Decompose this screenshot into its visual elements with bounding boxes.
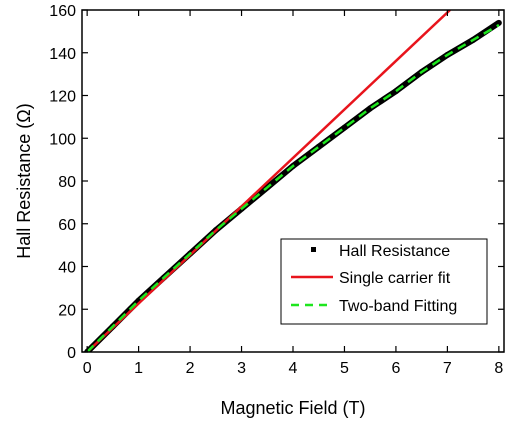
x-tick-label: 2 [186,360,195,377]
y-tick-label: 160 [49,3,76,20]
series-line-1 [86,10,451,352]
y-tick-label: 20 [58,302,76,319]
x-tick-label: 4 [289,360,298,377]
x-tick-label: 8 [494,360,503,377]
series-layer [84,10,502,352]
x-tick-label: 6 [391,360,400,377]
y-tick-label: 100 [49,131,76,148]
series-line-2 [86,23,500,352]
data-point [341,124,348,131]
y-tick-label: 120 [49,89,76,106]
legend-label-single-carrier: Single carrier fit [339,270,451,287]
legend-box [280,238,488,325]
legend-label-hall-resistance: Hall Resistance [339,243,450,260]
y-tick-label: 80 [58,174,76,191]
x-tick-label: 1 [134,360,143,377]
y-tick-label: 60 [58,217,76,234]
legend-label-two-band: Two-band Fitting [339,298,457,315]
y-tick-label: 140 [49,46,76,63]
y-axis-title: Hall Resistance (Ω) [14,103,34,259]
legend-swatch-hall-resistance [311,247,316,252]
x-tick-label: 7 [443,360,452,377]
x-tick-label: 0 [83,360,92,377]
data-point [495,19,502,26]
x-axis-title: Magnetic Field (T) [220,398,365,418]
x-tick-label: 5 [340,360,349,377]
x-tick-label: 3 [237,360,246,377]
legend: Hall Resistance Single carrier fit Two-b… [280,238,488,325]
y-tick-label: 0 [67,345,76,362]
y-tick-label: 40 [58,260,76,277]
